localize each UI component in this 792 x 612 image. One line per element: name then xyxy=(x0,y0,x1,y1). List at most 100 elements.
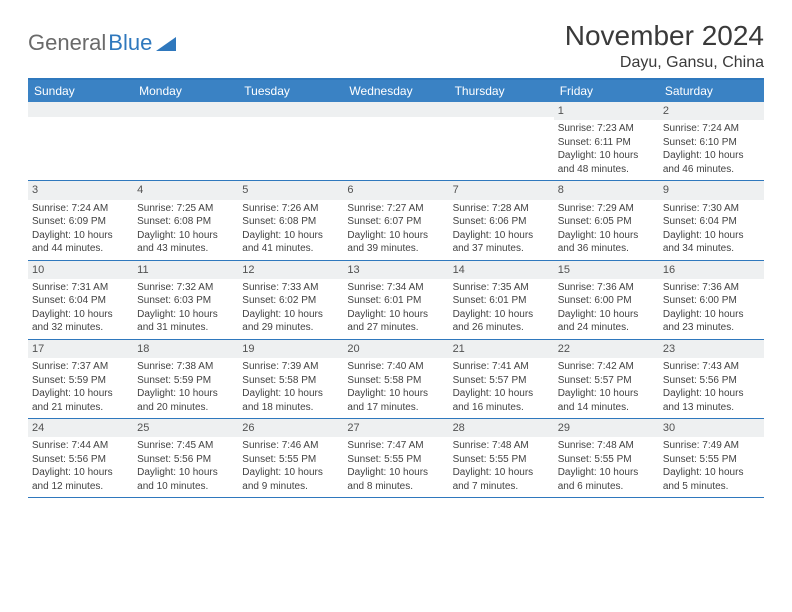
sunrise-text: Sunrise: 7:40 AM xyxy=(347,360,444,374)
daylight-text: Daylight: 10 hours and 7 minutes. xyxy=(453,466,550,493)
day-cell: 22Sunrise: 7:42 AMSunset: 5:57 PMDayligh… xyxy=(554,340,659,418)
day-number: 3 xyxy=(28,181,133,199)
sunrise-text: Sunrise: 7:32 AM xyxy=(137,281,234,295)
sunset-text: Sunset: 6:10 PM xyxy=(663,136,760,150)
daylight-text: Daylight: 10 hours and 18 minutes. xyxy=(242,387,339,414)
day-cell xyxy=(28,102,133,180)
day-cell: 10Sunrise: 7:31 AMSunset: 6:04 PMDayligh… xyxy=(28,261,133,339)
sunrise-text: Sunrise: 7:27 AM xyxy=(347,202,444,216)
sunset-text: Sunset: 6:04 PM xyxy=(663,215,760,229)
day-body: Sunrise: 7:36 AMSunset: 6:00 PMDaylight:… xyxy=(554,279,659,339)
logo-text-2: Blue xyxy=(108,30,152,56)
sunset-text: Sunset: 6:03 PM xyxy=(137,294,234,308)
day-number: 25 xyxy=(133,419,238,437)
day-cell: 29Sunrise: 7:48 AMSunset: 5:55 PMDayligh… xyxy=(554,419,659,497)
day-body: Sunrise: 7:39 AMSunset: 5:58 PMDaylight:… xyxy=(238,358,343,418)
day-body: Sunrise: 7:28 AMSunset: 6:06 PMDaylight:… xyxy=(449,200,554,260)
day-body: Sunrise: 7:23 AMSunset: 6:11 PMDaylight:… xyxy=(554,120,659,180)
day-body: Sunrise: 7:40 AMSunset: 5:58 PMDaylight:… xyxy=(343,358,448,418)
daylight-text: Daylight: 10 hours and 48 minutes. xyxy=(558,149,655,176)
day-body: Sunrise: 7:25 AMSunset: 6:08 PMDaylight:… xyxy=(133,200,238,260)
day-body: Sunrise: 7:31 AMSunset: 6:04 PMDaylight:… xyxy=(28,279,133,339)
daylight-text: Daylight: 10 hours and 16 minutes. xyxy=(453,387,550,414)
weekday-wed: Wednesday xyxy=(343,80,448,102)
day-number xyxy=(449,102,554,117)
day-body: Sunrise: 7:46 AMSunset: 5:55 PMDaylight:… xyxy=(238,437,343,497)
day-body: Sunrise: 7:47 AMSunset: 5:55 PMDaylight:… xyxy=(343,437,448,497)
day-body: Sunrise: 7:45 AMSunset: 5:56 PMDaylight:… xyxy=(133,437,238,497)
sunrise-text: Sunrise: 7:39 AM xyxy=(242,360,339,374)
sunset-text: Sunset: 6:08 PM xyxy=(242,215,339,229)
day-body: Sunrise: 7:44 AMSunset: 5:56 PMDaylight:… xyxy=(28,437,133,497)
day-number xyxy=(238,102,343,117)
day-body: Sunrise: 7:24 AMSunset: 6:10 PMDaylight:… xyxy=(659,120,764,180)
daylight-text: Daylight: 10 hours and 39 minutes. xyxy=(347,229,444,256)
sunset-text: Sunset: 5:56 PM xyxy=(137,453,234,467)
day-body: Sunrise: 7:41 AMSunset: 5:57 PMDaylight:… xyxy=(449,358,554,418)
sunrise-text: Sunrise: 7:31 AM xyxy=(32,281,129,295)
sunrise-text: Sunrise: 7:36 AM xyxy=(558,281,655,295)
day-body: Sunrise: 7:34 AMSunset: 6:01 PMDaylight:… xyxy=(343,279,448,339)
sunrise-text: Sunrise: 7:46 AM xyxy=(242,439,339,453)
day-number: 4 xyxy=(133,181,238,199)
weekday-tue: Tuesday xyxy=(238,80,343,102)
sunset-text: Sunset: 5:58 PM xyxy=(242,374,339,388)
day-cell: 5Sunrise: 7:26 AMSunset: 6:08 PMDaylight… xyxy=(238,181,343,259)
sunrise-text: Sunrise: 7:24 AM xyxy=(32,202,129,216)
day-cell: 26Sunrise: 7:46 AMSunset: 5:55 PMDayligh… xyxy=(238,419,343,497)
day-body xyxy=(133,117,238,123)
daylight-text: Daylight: 10 hours and 36 minutes. xyxy=(558,229,655,256)
sunset-text: Sunset: 5:56 PM xyxy=(663,374,760,388)
day-body: Sunrise: 7:37 AMSunset: 5:59 PMDaylight:… xyxy=(28,358,133,418)
sunrise-text: Sunrise: 7:25 AM xyxy=(137,202,234,216)
day-cell: 19Sunrise: 7:39 AMSunset: 5:58 PMDayligh… xyxy=(238,340,343,418)
day-cell: 4Sunrise: 7:25 AMSunset: 6:08 PMDaylight… xyxy=(133,181,238,259)
sunrise-text: Sunrise: 7:30 AM xyxy=(663,202,760,216)
day-cell xyxy=(343,102,448,180)
daylight-text: Daylight: 10 hours and 37 minutes. xyxy=(453,229,550,256)
day-number: 7 xyxy=(449,181,554,199)
day-number: 17 xyxy=(28,340,133,358)
day-cell: 3Sunrise: 7:24 AMSunset: 6:09 PMDaylight… xyxy=(28,181,133,259)
day-number xyxy=(133,102,238,117)
sunrise-text: Sunrise: 7:28 AM xyxy=(453,202,550,216)
sunrise-text: Sunrise: 7:42 AM xyxy=(558,360,655,374)
month-title: November 2024 xyxy=(565,20,764,52)
calendar: Sunday Monday Tuesday Wednesday Thursday… xyxy=(28,78,764,498)
sunrise-text: Sunrise: 7:38 AM xyxy=(137,360,234,374)
day-body: Sunrise: 7:29 AMSunset: 6:05 PMDaylight:… xyxy=(554,200,659,260)
title-block: November 2024 Dayu, Gansu, China xyxy=(565,20,764,72)
week-row: 24Sunrise: 7:44 AMSunset: 5:56 PMDayligh… xyxy=(28,419,764,498)
day-body: Sunrise: 7:48 AMSunset: 5:55 PMDaylight:… xyxy=(554,437,659,497)
day-cell: 28Sunrise: 7:48 AMSunset: 5:55 PMDayligh… xyxy=(449,419,554,497)
sunrise-text: Sunrise: 7:24 AM xyxy=(663,122,760,136)
sunset-text: Sunset: 6:05 PM xyxy=(558,215,655,229)
daylight-text: Daylight: 10 hours and 9 minutes. xyxy=(242,466,339,493)
day-number: 11 xyxy=(133,261,238,279)
weekday-fri: Friday xyxy=(554,80,659,102)
day-cell: 8Sunrise: 7:29 AMSunset: 6:05 PMDaylight… xyxy=(554,181,659,259)
daylight-text: Daylight: 10 hours and 44 minutes. xyxy=(32,229,129,256)
sunrise-text: Sunrise: 7:26 AM xyxy=(242,202,339,216)
sunset-text: Sunset: 5:56 PM xyxy=(32,453,129,467)
day-cell: 27Sunrise: 7:47 AMSunset: 5:55 PMDayligh… xyxy=(343,419,448,497)
day-cell: 14Sunrise: 7:35 AMSunset: 6:01 PMDayligh… xyxy=(449,261,554,339)
day-number: 22 xyxy=(554,340,659,358)
day-cell: 16Sunrise: 7:36 AMSunset: 6:00 PMDayligh… xyxy=(659,261,764,339)
day-body: Sunrise: 7:36 AMSunset: 6:00 PMDaylight:… xyxy=(659,279,764,339)
day-cell xyxy=(238,102,343,180)
sunset-text: Sunset: 6:00 PM xyxy=(558,294,655,308)
day-body: Sunrise: 7:24 AMSunset: 6:09 PMDaylight:… xyxy=(28,200,133,260)
day-body: Sunrise: 7:26 AMSunset: 6:08 PMDaylight:… xyxy=(238,200,343,260)
day-body: Sunrise: 7:38 AMSunset: 5:59 PMDaylight:… xyxy=(133,358,238,418)
day-body: Sunrise: 7:42 AMSunset: 5:57 PMDaylight:… xyxy=(554,358,659,418)
day-body xyxy=(28,117,133,123)
day-number: 24 xyxy=(28,419,133,437)
sunrise-text: Sunrise: 7:44 AM xyxy=(32,439,129,453)
daylight-text: Daylight: 10 hours and 43 minutes. xyxy=(137,229,234,256)
sunset-text: Sunset: 6:00 PM xyxy=(663,294,760,308)
sunset-text: Sunset: 5:55 PM xyxy=(347,453,444,467)
day-number: 8 xyxy=(554,181,659,199)
sunset-text: Sunset: 5:55 PM xyxy=(558,453,655,467)
sunset-text: Sunset: 5:55 PM xyxy=(663,453,760,467)
